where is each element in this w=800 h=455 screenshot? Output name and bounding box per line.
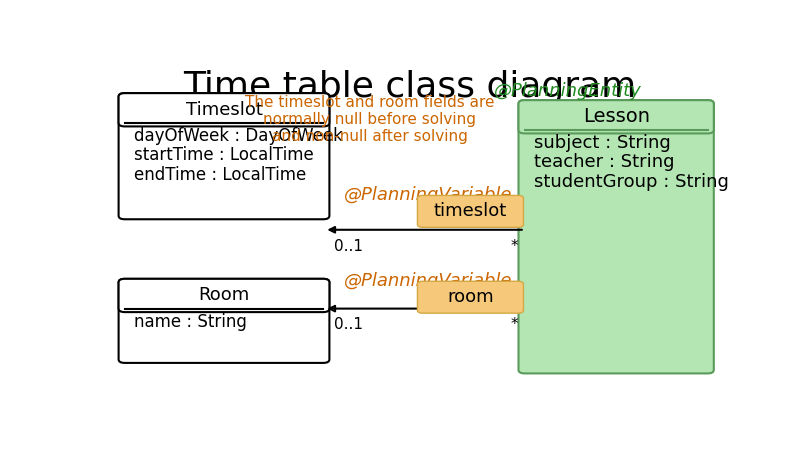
Text: The timeslot and room fields are
normally null before solving
and non-null after: The timeslot and room fields are normall…	[245, 95, 494, 144]
Text: name : String: name : String	[134, 313, 247, 331]
Text: @PlanningVariable: @PlanningVariable	[344, 186, 512, 204]
Text: Time table class diagram: Time table class diagram	[183, 71, 637, 104]
Text: studentGroup : String: studentGroup : String	[534, 172, 729, 191]
FancyBboxPatch shape	[118, 93, 330, 219]
Text: dayOfWeek : DayOfWeek: dayOfWeek : DayOfWeek	[134, 127, 343, 145]
FancyBboxPatch shape	[518, 100, 714, 374]
Text: *: *	[511, 238, 518, 253]
Text: room: room	[447, 288, 494, 306]
Text: endTime : LocalTime: endTime : LocalTime	[134, 166, 306, 184]
FancyBboxPatch shape	[518, 100, 714, 133]
Text: 0..1: 0..1	[334, 318, 362, 332]
Text: startTime : LocalTime: startTime : LocalTime	[134, 147, 314, 164]
Text: timeslot: timeslot	[434, 202, 507, 220]
FancyBboxPatch shape	[118, 279, 330, 363]
Text: Lesson: Lesson	[582, 107, 650, 126]
Text: subject : String: subject : String	[534, 134, 670, 152]
Text: @PlanningEntity: @PlanningEntity	[494, 82, 642, 101]
FancyBboxPatch shape	[118, 93, 330, 126]
Text: Room: Room	[198, 287, 250, 304]
Text: *: *	[511, 318, 518, 332]
FancyBboxPatch shape	[118, 279, 330, 312]
Text: teacher : String: teacher : String	[534, 153, 674, 172]
FancyBboxPatch shape	[418, 281, 523, 313]
Text: @PlanningVariable: @PlanningVariable	[344, 272, 512, 289]
Text: 0..1: 0..1	[334, 238, 362, 253]
FancyBboxPatch shape	[418, 196, 523, 228]
Text: Timeslot: Timeslot	[186, 101, 262, 119]
